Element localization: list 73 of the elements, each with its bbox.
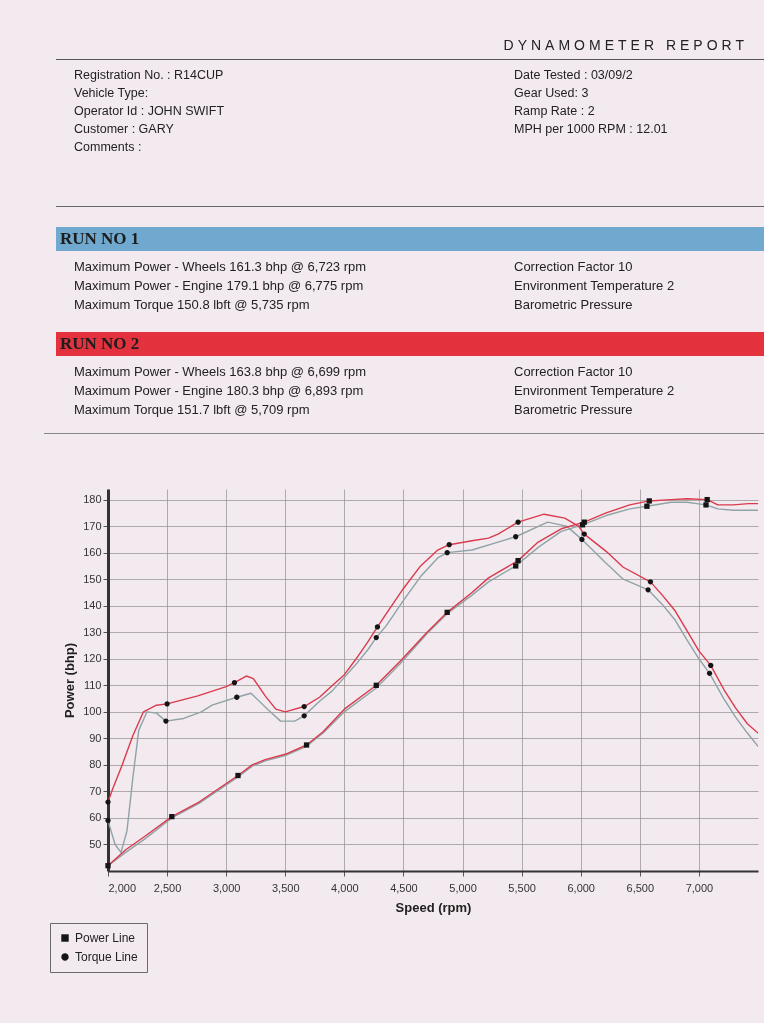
text: Date Tested : 03/09/2 [514,68,634,82]
point [703,502,709,508]
text: Correction Factor 10 [514,364,634,379]
point [374,624,381,630]
text: Environment Temperature 2 [514,383,676,398]
x-tick-label: 7,000 [685,881,714,894]
text: Maximum Torque 150.8 lbft @ 5,735 rpm [74,297,311,312]
y-axis-title: Power (bhp) [62,642,78,719]
point [373,634,379,641]
text: Comments : [74,140,143,154]
x-tick-label: 5,500 [508,881,536,894]
point [301,713,307,719]
point [513,563,519,569]
point [515,557,521,564]
text: Registration No. : R14CUP [74,68,225,82]
text: Vehicle Type: [74,86,150,100]
point [234,694,240,700]
point [303,742,310,748]
legend-label: Power Line [75,931,136,945]
x-tick-label: 5,000 [449,881,477,894]
point [513,534,519,540]
x-tick-label: 4,500 [390,881,418,894]
text: Maximum Power - Wheels 161.3 bhp @ 6,723 rpm [74,259,368,274]
point [708,662,714,669]
y-tick-label: 50 [89,837,102,850]
y-tick-label: 140 [83,599,102,612]
text: Correction Factor 10 [514,259,634,274]
point [163,718,169,724]
y-tick-label: 90 [89,731,102,744]
y-tick-label: 80 [89,758,102,771]
y-tick-label: 180 [83,493,102,506]
text: Maximum Torque 151.7 lbft @ 5,709 rpm [74,402,311,417]
point [235,772,241,779]
text: Maximum Power - Engine 179.1 bhp @ 6,775 rpm [74,278,365,293]
y-tick-label: 60 [89,811,102,824]
point [105,863,111,869]
x-axis-title: Speed (rpm) [395,899,472,915]
legend-label: Torque Line [75,950,139,964]
text: Maximum Power - Wheels 163.8 bhp @ 6,699 rpm [74,364,368,379]
x-tick-label: 6,000 [567,881,595,894]
text: MPH per 1000 RPM : 12.01 [514,122,669,136]
text: RUN NO 2 [59,333,140,354]
point [706,670,713,677]
text: Barometric Pressure [514,402,634,417]
text: Customer : GARY [74,122,175,136]
text: Maximum Power - Engine 180.3 bhp @ 6,893 rpm [74,383,365,398]
point [105,817,111,824]
text: Barometric Pressure [514,297,634,312]
text: Operator Id : JOHN SWIFT [74,104,226,118]
text: Gear Used: 3 [514,86,590,100]
text: DYNAMOMETER REPORT [503,37,748,53]
text: Ramp Rate : 2 [514,104,596,118]
x-tick-label: 3,500 [272,881,300,894]
x-tick-label: 4,000 [331,881,359,894]
point [647,579,654,585]
x-tick-label: 2,000 [108,881,137,894]
y-tick-label: 150 [83,572,102,585]
y-tick-label: 110 [83,678,102,691]
point [644,503,650,509]
point [231,680,238,686]
y-tick-label: 160 [83,546,102,559]
y-tick-label: 130 [83,625,102,638]
x-tick-label: 3,000 [212,881,241,894]
text: Environment Temperature 2 [514,278,676,293]
y-tick-label: 70 [89,784,102,797]
y-tick-label: 170 [83,519,102,532]
y-tick-label: 100 [83,705,102,718]
point [646,498,652,504]
text: RUN NO 1 [59,228,140,249]
y-tick-label: 120 [83,652,102,665]
x-tick-label: 6,500 [626,881,655,894]
point [579,536,585,543]
x-tick-label: 2,500 [153,881,182,894]
